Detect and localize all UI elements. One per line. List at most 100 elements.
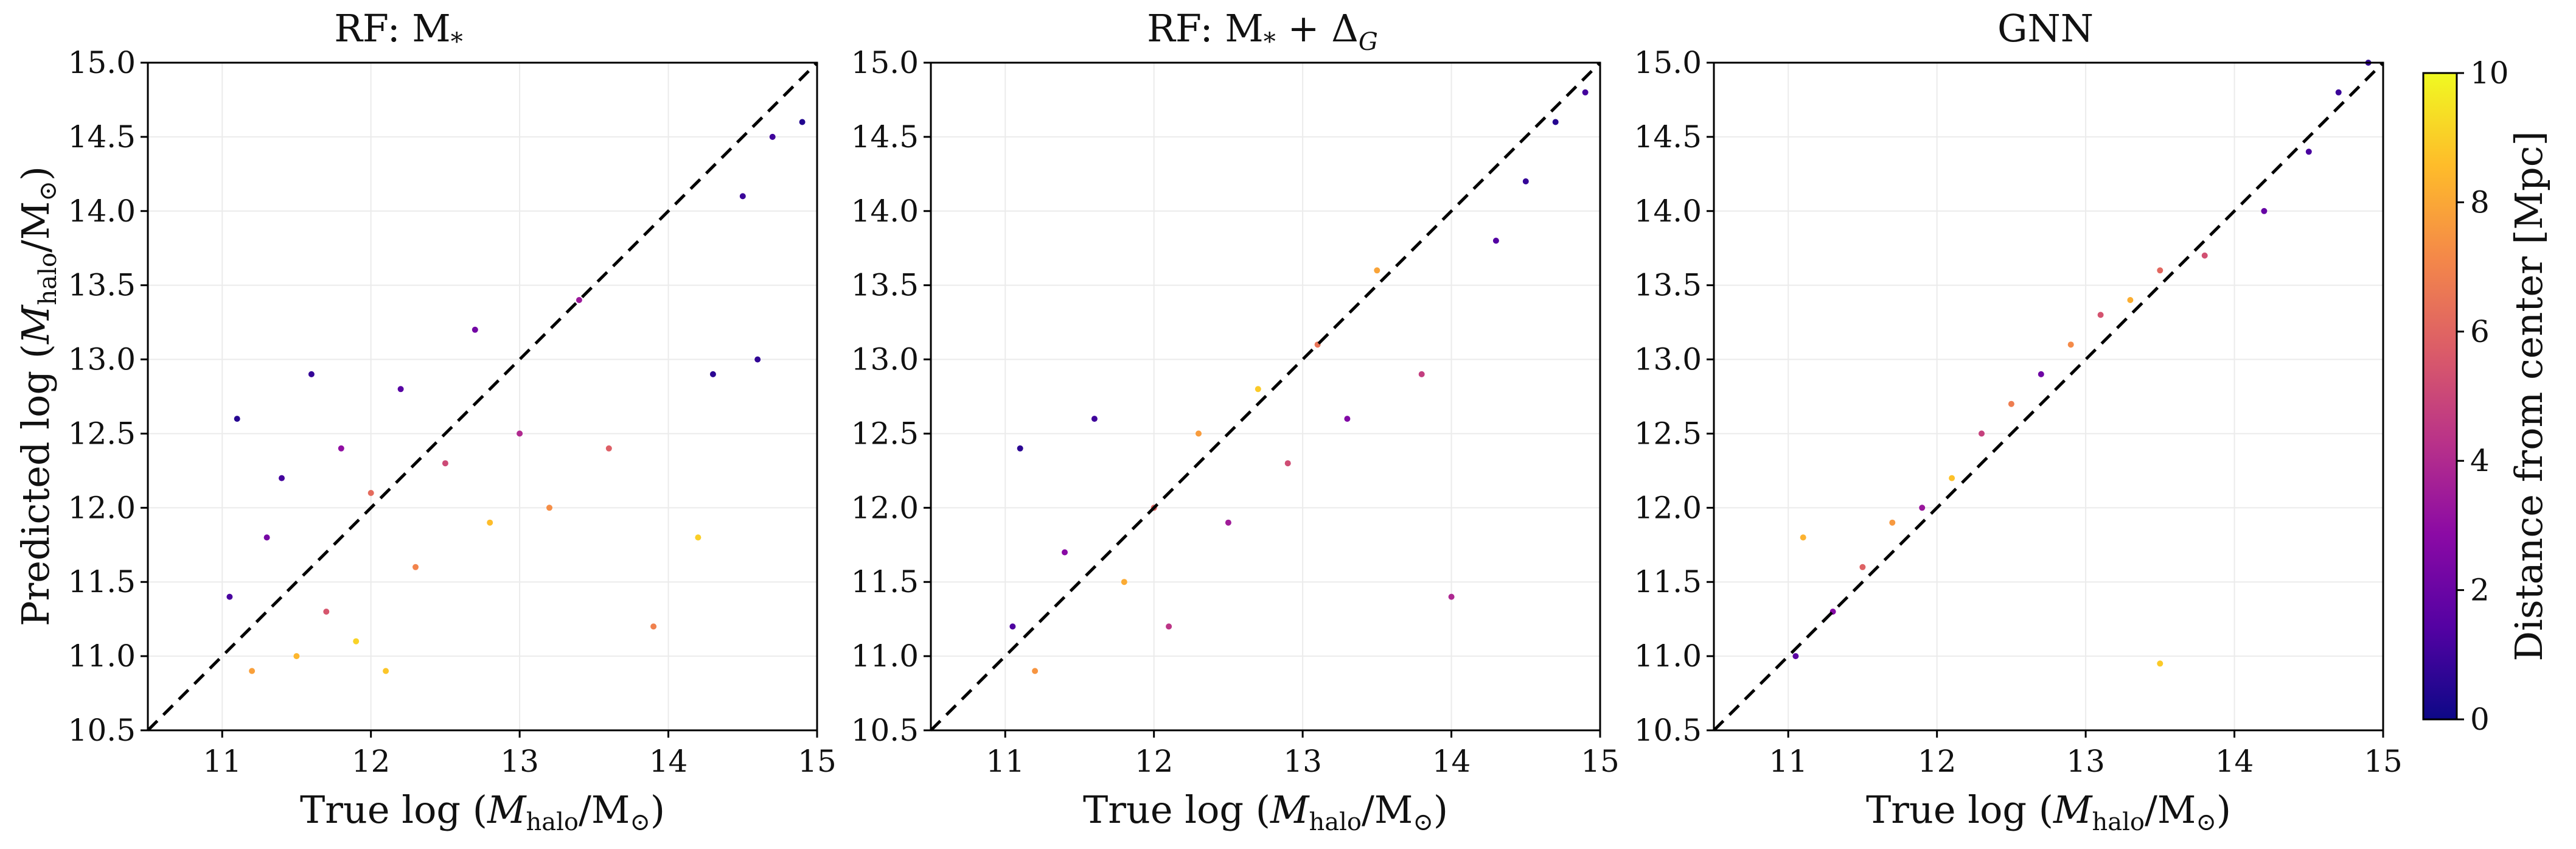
data-point <box>1949 475 1955 481</box>
panel-2-frame <box>930 61 1601 732</box>
data-point <box>472 326 478 333</box>
data-point <box>695 534 701 541</box>
y-tick-label: 15.0 <box>851 45 919 80</box>
y-tick-label: 13.5 <box>68 268 136 303</box>
colorbar-label: Distance from center [Mpc] <box>2507 131 2551 661</box>
y-tick-label: 11.0 <box>851 638 919 674</box>
y-tick-label: 14.5 <box>68 119 136 155</box>
x-tick-label: 13 <box>1283 744 1322 779</box>
x-tick-label: 13 <box>500 744 539 779</box>
y-tick-label: 12.5 <box>851 416 919 451</box>
data-point <box>769 133 776 140</box>
data-point <box>226 593 233 600</box>
data-point <box>263 534 270 541</box>
y-tick-label: 15.0 <box>68 45 136 80</box>
data-point <box>546 505 552 511</box>
data-point <box>1418 371 1425 377</box>
panel-2-points <box>1009 89 1589 674</box>
data-point <box>1979 430 1985 437</box>
panel-2-y-ticks: 10.5 11.0 11.5 12.0 12.5 13.0 13.5 14.0 14.5 15.0 <box>851 45 931 748</box>
data-point <box>279 475 285 481</box>
data-point <box>1552 119 1559 125</box>
y-tick-label: 11.0 <box>68 638 136 674</box>
panel-1-frame <box>147 61 818 732</box>
data-point <box>1196 430 1202 437</box>
x-tick-label: 12 <box>1918 744 1957 779</box>
y-tick-label: 12.0 <box>68 490 136 525</box>
panel-3-x-ticks: 11 12 13 14 15 <box>1769 730 2403 779</box>
y-tick-label: 11.0 <box>1634 638 1702 674</box>
y-tick-label: 12.5 <box>68 416 136 451</box>
data-point <box>1859 564 1866 570</box>
data-point <box>338 445 344 452</box>
data-point <box>1032 668 1039 674</box>
data-point <box>397 386 404 393</box>
colorbar-tick-label: 0 <box>2470 702 2490 737</box>
y-tick-label: 13.0 <box>851 342 919 377</box>
data-point <box>799 119 806 125</box>
data-point <box>2097 312 2104 318</box>
data-point <box>1792 653 1799 660</box>
x-tick-label: 12 <box>1135 744 1174 779</box>
data-point <box>1889 519 1896 526</box>
data-point <box>1800 534 1806 541</box>
y-axis-label: Predicted log (Mhalo/M⊙) <box>13 166 62 626</box>
data-point <box>1492 237 1499 244</box>
data-point <box>293 653 300 660</box>
panel-2-x-label: True log (Mhalo/M⊙) <box>1083 788 1448 836</box>
data-point <box>1448 593 1455 600</box>
data-point <box>709 371 716 377</box>
y-tick-label: 14.5 <box>1634 119 1702 155</box>
data-point <box>1344 416 1351 422</box>
panel-1-y-ticks: 10.5 11.0 11.5 12.0 12.5 13.0 13.5 14.0 14.5 15.0 <box>68 45 148 748</box>
colorbar-tick-label: 10 <box>2470 55 2509 91</box>
data-point <box>2261 208 2268 214</box>
data-point <box>234 416 240 422</box>
data-point <box>517 430 523 437</box>
data-point <box>1121 579 1127 585</box>
y-tick-label: 12.0 <box>851 490 919 525</box>
panel-1-points <box>226 119 806 674</box>
x-tick-label: 13 <box>2066 744 2105 779</box>
data-point <box>323 609 330 615</box>
data-point <box>1582 89 1589 96</box>
data-point <box>249 668 256 674</box>
y-tick-label: 15.0 <box>1634 45 1702 80</box>
panel-3-title: GNN <box>1997 6 2094 51</box>
panel-1-x-label: True log (Mhalo/M⊙) <box>300 788 665 836</box>
data-point <box>2127 297 2134 303</box>
x-tick-label: 12 <box>352 744 391 779</box>
data-point <box>2067 341 2074 348</box>
colorbar-gradient <box>2422 72 2458 721</box>
y-tick-label: 13.5 <box>851 268 919 303</box>
colorbar-tick-label: 6 <box>2470 314 2490 349</box>
y-tick-label: 12.0 <box>1634 490 1702 525</box>
y-tick-label: 14.5 <box>851 119 919 155</box>
panel-2-identity-line <box>930 61 1601 732</box>
x-tick-label: 11 <box>986 744 1025 779</box>
x-tick-label: 15 <box>2364 744 2403 779</box>
panel-2-x-ticks: 11 12 13 14 15 <box>986 730 1620 779</box>
data-point <box>442 460 448 467</box>
y-tick-label: 13.0 <box>1634 342 1702 377</box>
y-tick-label: 11.5 <box>851 564 919 599</box>
y-tick-label: 14.0 <box>1634 194 1702 229</box>
y-tick-label: 11.5 <box>1634 564 1702 599</box>
data-point <box>487 519 493 526</box>
data-point <box>1522 178 1529 184</box>
panel-1-grid <box>148 62 818 731</box>
data-point <box>576 297 582 303</box>
x-tick-label: 15 <box>1581 744 1620 779</box>
colorbar-tick-label: 4 <box>2470 443 2490 478</box>
panel-3-points <box>1792 60 2372 667</box>
data-point <box>1062 549 1068 556</box>
y-tick-label: 10.5 <box>851 713 919 748</box>
panel-gnn: GNN 10.5 11.0 11.5 12.0 12.5 13.0 13.5 14.0 14.5… <box>1634 6 2403 836</box>
data-point <box>2157 660 2163 667</box>
x-tick-label: 14 <box>2215 744 2254 779</box>
colorbar-tick-label: 2 <box>2470 573 2490 608</box>
data-point <box>2008 400 2014 407</box>
data-point <box>2038 371 2044 377</box>
panel-1-identity-line <box>147 61 818 732</box>
x-tick-label: 14 <box>1432 744 1471 779</box>
